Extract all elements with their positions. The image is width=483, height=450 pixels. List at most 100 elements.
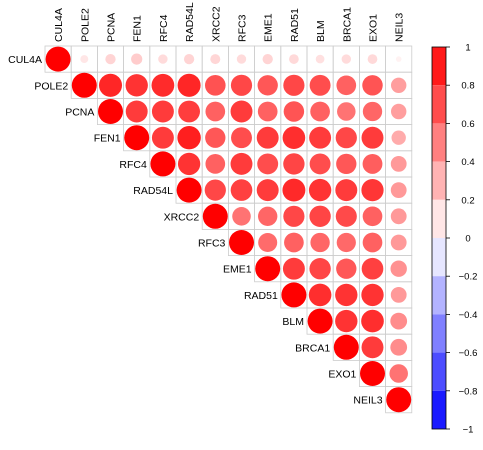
correlation-circle-PCNA-EXO1 (362, 101, 383, 122)
correlation-circle-BLM-EXO1 (361, 309, 384, 333)
correlation-circle-RFC3-NEIL3 (390, 234, 407, 251)
correlation-circle-PCNA-RAD54L (178, 100, 200, 123)
correlation-circle-BRCA1-BRCA1 (333, 334, 359, 360)
correlation-circle-CUL4A-POLE2 (80, 55, 89, 64)
column-label: XRCC2 (210, 6, 222, 42)
colorbar-tick-label: 0 (465, 234, 470, 245)
correlation-circle-PCNA-FEN1 (125, 100, 148, 123)
correlation-circle-RFC3-BRCA1 (336, 232, 356, 253)
row-label: PCNA (65, 107, 94, 119)
colorbar-segment (432, 123, 446, 162)
correlation-circle-CUL4A-RAD54L (183, 53, 195, 65)
colorbar-tick-label: −1 (463, 425, 474, 436)
correlation-circle-EME1-BRCA1 (336, 258, 357, 279)
column-labels: CUL4A POLE2 PCNA FEN1 RFC4 RAD54L XRCC2 RFC3 EME… (53, 2, 406, 42)
colorbar-tick-label: −0.8 (459, 386, 478, 397)
correlation-circle-CUL4A-BLM (315, 54, 325, 64)
correlation-circle-RFC4-RFC4 (150, 151, 176, 177)
correlation-circle-EXO1-EXO1 (360, 361, 385, 386)
row-label: RAD54L (133, 185, 173, 197)
correlation-circle-POLE2-EME1 (257, 75, 278, 96)
row-label: RFC3 (198, 238, 226, 250)
correlation-circle-RFC3-RAD51 (284, 232, 304, 253)
correlation-circle-XRCC2-BLM (309, 205, 331, 227)
correlation-circle-EME1-EME1 (255, 256, 281, 282)
correlation-circle-RAD54L-BRCA1 (335, 179, 358, 202)
correlation-circle-RFC4-BLM (309, 153, 331, 175)
grid-layer (44, 45, 413, 414)
correlation-circle-RAD54L-RAD51 (282, 178, 306, 202)
row-label: XRCC2 (164, 211, 200, 223)
colorbar-tick-label: −0.6 (459, 348, 478, 359)
row-label: EME1 (223, 264, 252, 276)
correlation-circle-POLE2-POLE2 (71, 72, 97, 98)
correlation-circle-XRCC2-EME1 (258, 206, 278, 226)
colorbar-segment (432, 238, 446, 277)
column-label: RFC4 (158, 14, 170, 42)
correlation-circle-RFC4-NEIL3 (390, 155, 407, 172)
column-label: POLE2 (79, 8, 91, 42)
correlation-circle-PCNA-RFC4 (151, 100, 174, 123)
correlation-circle-FEN1-RFC4 (151, 126, 174, 149)
correlation-circle-POLE2-PCNA (98, 73, 123, 97)
correlation-circle-POLE2-BLM (309, 74, 331, 96)
correlation-circle-FEN1-RFC3 (231, 127, 252, 149)
correlation-circle-PCNA-PCNA (98, 99, 123, 124)
correlation-circle-CUL4A-FEN1 (131, 53, 143, 65)
correlation-circle-RFC4-EXO1 (362, 153, 383, 174)
colorbar-tick-label: −0.2 (459, 272, 478, 283)
correlation-circle-EME1-NEIL3 (390, 260, 407, 277)
colorbar-tick-label: 1 (465, 43, 470, 54)
correlation-circle-RAD51-NEIL3 (390, 286, 407, 303)
correlation-circle-PCNA-NEIL3 (390, 103, 407, 120)
correlation-circle-RFC4-BRCA1 (336, 153, 357, 175)
correlation-circle-CUL4A-PCNA (105, 53, 116, 65)
correlation-circle-RAD51-EXO1 (361, 283, 384, 307)
correlation-circle-FEN1-XRCC2 (205, 127, 226, 148)
correlation-circle-FEN1-BRCA1 (335, 127, 357, 149)
correlation-circle-EXO1-NEIL3 (389, 364, 408, 383)
correlation-circle-BRCA1-NEIL3 (390, 338, 408, 356)
correlation-circle-CUL4A-RFC3 (236, 54, 247, 64)
correlation-circle-XRCC2-RFC3 (232, 207, 251, 226)
correlation-circle-RFC4-EME1 (257, 153, 279, 175)
correlation-circle-CUL4A-BRCA1 (341, 54, 351, 64)
correlation-circle-CUL4A-CUL4A (45, 46, 71, 72)
column-label: EXO1 (368, 14, 380, 42)
colorbar-tick-label: 0.4 (461, 157, 474, 168)
correlation-circle-POLE2-RFC3 (230, 74, 253, 96)
correlation-circle-RFC3-RFC3 (229, 230, 254, 255)
column-label: EME1 (263, 13, 275, 42)
correlation-circle-BRCA1-EXO1 (361, 336, 384, 359)
correlation-circle-EME1-EXO1 (361, 257, 384, 280)
correlation-circle-RAD54L-EME1 (256, 179, 279, 202)
correlation-circle-RAD54L-EXO1 (361, 178, 384, 202)
column-label: RFC3 (237, 14, 249, 42)
correlation-circle-POLE2-FEN1 (125, 74, 148, 97)
correlation-circle-PCNA-RFC3 (230, 100, 253, 123)
row-label: NEIL3 (353, 395, 382, 407)
row-label: POLE2 (34, 80, 68, 92)
correlation-circle-FEN1-EXO1 (361, 126, 384, 149)
colorbar-tick-label: −0.4 (459, 310, 478, 321)
correlation-circle-RAD51-RAD51 (281, 282, 307, 308)
correlation-circle-FEN1-RAD51 (282, 126, 306, 150)
correlation-circle-BLM-BLM (307, 308, 333, 334)
column-label: BLM (315, 20, 327, 42)
correlation-circle-RFC3-EXO1 (362, 232, 383, 253)
correlation-circle-PCNA-XRCC2 (205, 101, 226, 122)
row-label: RFC4 (119, 159, 147, 171)
correlation-circle-RFC3-BLM (310, 232, 330, 253)
colorbar-segment (432, 199, 446, 238)
column-label: NEIL3 (394, 13, 406, 42)
correlation-circle-FEN1-EME1 (256, 126, 279, 149)
colorbar: 1 0.8 0.6 0.4 0.2 0 −0.2 −0.4 −0.6 −0.8 −1 (431, 43, 478, 436)
correlation-circle-POLE2-RFC4 (151, 73, 175, 97)
correlation-circle-RFC4-RFC3 (230, 152, 253, 175)
row-labels: CUL4A POLE2 PCNA FEN1 RFC4 RAD54L XRCC2 RFC3 EME… (8, 54, 383, 407)
column-label: RAD51 (289, 8, 301, 42)
column-label: RAD54L (184, 2, 196, 42)
row-label: RAD51 (244, 290, 278, 302)
colorbar-tick-label: 0.8 (461, 81, 474, 92)
